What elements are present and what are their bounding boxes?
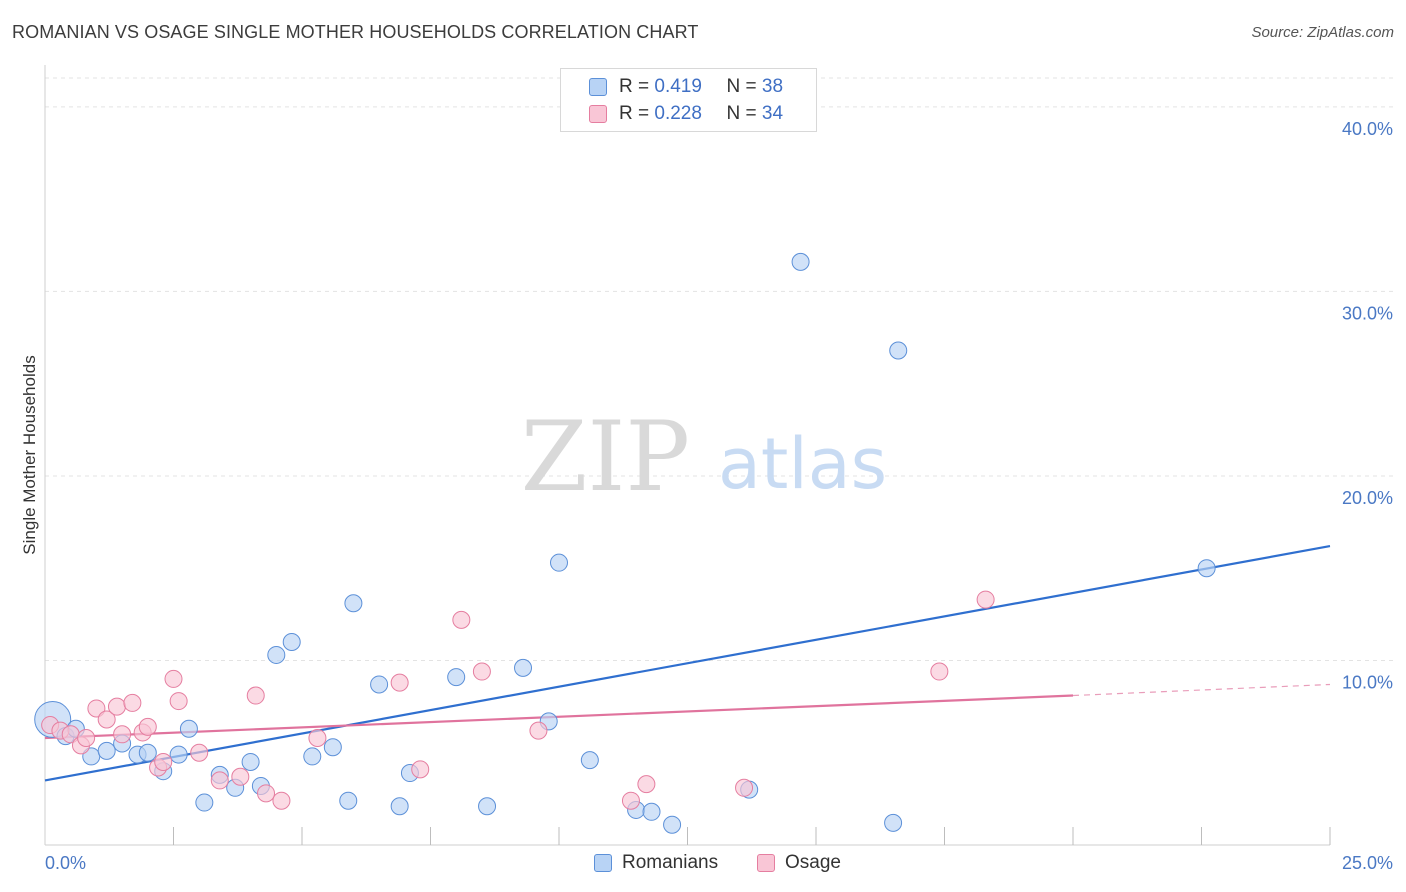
- data-point-romanians: [267, 645, 286, 664]
- chart-title: ROMANIAN VS OSAGE SINGLE MOTHER HOUSEHOL…: [12, 22, 699, 42]
- axis-layer: 10.0% 20.0% 30.0% 40.0% 0.0% 25.0%: [44, 65, 1393, 873]
- legend-row-romanians: R = 0.419 N = 38: [561, 74, 783, 100]
- data-point-osage: [246, 686, 265, 705]
- watermark: ZIP atlas: [521, 401, 887, 513]
- data-point-romanians: [447, 668, 466, 687]
- data-point-osage: [97, 710, 116, 729]
- data-point-romanians: [282, 633, 301, 652]
- data-point-romanians: [390, 797, 409, 816]
- data-point-romanians: [169, 745, 188, 764]
- trend-line-extension-osage: [1072, 683, 1331, 697]
- trend-layer: [44, 544, 1331, 782]
- data-point-osage: [529, 721, 548, 740]
- legend-swatch-osage: [589, 105, 607, 123]
- data-point-osage: [138, 717, 157, 736]
- data-point-romanians: [179, 719, 198, 738]
- data-point-romanians: [323, 738, 342, 757]
- data-point-osage: [976, 590, 995, 609]
- data-point-romanians: [642, 802, 661, 821]
- data-point-romanians: [339, 791, 358, 810]
- x-tick-label: 25.0%: [1342, 853, 1393, 873]
- y-axis-label: Single Mother Households: [20, 355, 39, 554]
- bottom-legend-swatch-romanians: [594, 854, 612, 872]
- points-layer: [34, 252, 1216, 834]
- data-point-romanians: [303, 747, 322, 766]
- trend-line-osage: [44, 694, 1074, 740]
- data-point-osage: [169, 692, 188, 711]
- x-tick-label: 0.0%: [45, 853, 86, 873]
- data-point-osage: [930, 662, 949, 681]
- data-point-romanians: [241, 752, 260, 771]
- data-point-romanians: [663, 815, 682, 834]
- legend-row-osage: R = 0.228 N = 34: [561, 101, 783, 127]
- data-point-osage: [272, 791, 291, 810]
- legend: R = 0.419 N = 38 R = 0.228 N = 34: [560, 68, 817, 132]
- data-point-romanians: [370, 675, 389, 694]
- bottom-legend-swatch-osage: [757, 854, 775, 872]
- data-point-osage: [308, 728, 327, 747]
- bottom-legend-romanians[interactable]: Romanians: [594, 852, 718, 874]
- y-tick-label: 30.0%: [1342, 303, 1393, 323]
- data-point-romanians: [344, 594, 363, 613]
- data-point-osage: [190, 743, 209, 762]
- legend-n-value: 38: [761, 76, 784, 97]
- data-point-romanians: [195, 793, 214, 812]
- legend-n-label: N =: [726, 76, 757, 97]
- data-point-osage: [621, 791, 640, 810]
- bottom-legend-label: Osage: [785, 852, 841, 873]
- data-point-osage: [87, 699, 106, 718]
- watermark-zip: ZIP: [521, 401, 690, 513]
- grid-layer: [45, 77, 1395, 661]
- legend-r-value: 0.228: [654, 103, 702, 124]
- data-point-osage: [164, 669, 183, 688]
- data-point-osage: [154, 752, 173, 771]
- data-point-osage: [123, 693, 142, 712]
- data-point-osage: [411, 760, 430, 779]
- data-point-osage: [77, 728, 96, 747]
- data-point-osage: [390, 673, 409, 692]
- bottom-legend-osage[interactable]: Osage: [757, 852, 841, 874]
- data-point-osage: [113, 725, 132, 744]
- bottom-legend: Romanians Osage: [0, 852, 1406, 878]
- data-point-romanians: [1197, 559, 1216, 578]
- legend-swatch-romanians: [589, 78, 607, 96]
- data-point-romanians: [580, 751, 599, 770]
- data-point-romanians: [791, 252, 810, 271]
- data-point-romanians: [478, 797, 497, 816]
- legend-n-label: N =: [726, 103, 757, 124]
- data-point-osage: [257, 784, 276, 803]
- legend-r-label: R =: [619, 103, 650, 124]
- data-point-romanians: [884, 813, 903, 832]
- data-point-osage: [231, 767, 250, 786]
- data-point-osage: [472, 662, 491, 681]
- legend-r-value: 0.419: [654, 76, 702, 97]
- data-point-osage: [107, 697, 126, 716]
- chart-source: Source: ZipAtlas.com: [1251, 24, 1394, 41]
- y-tick-label: 40.0%: [1342, 119, 1393, 139]
- y-tick-label: 10.0%: [1342, 672, 1393, 692]
- y-tick-label: 20.0%: [1342, 488, 1393, 508]
- data-point-romanians: [138, 743, 157, 762]
- data-point-osage: [210, 771, 229, 790]
- data-point-osage: [735, 778, 754, 797]
- legend-n-value: 34: [761, 103, 784, 124]
- data-point-osage: [637, 775, 656, 794]
- data-point-romanians: [97, 741, 116, 760]
- bottom-legend-label: Romanians: [622, 852, 719, 873]
- watermark-atlas: atlas: [718, 423, 887, 505]
- data-point-osage: [452, 610, 471, 629]
- legend-r-label: R =: [619, 76, 650, 97]
- data-point-romanians: [550, 553, 568, 572]
- trend-line-romanians: [44, 544, 1331, 782]
- data-point-romanians: [514, 658, 533, 677]
- data-point-romanians: [889, 341, 908, 360]
